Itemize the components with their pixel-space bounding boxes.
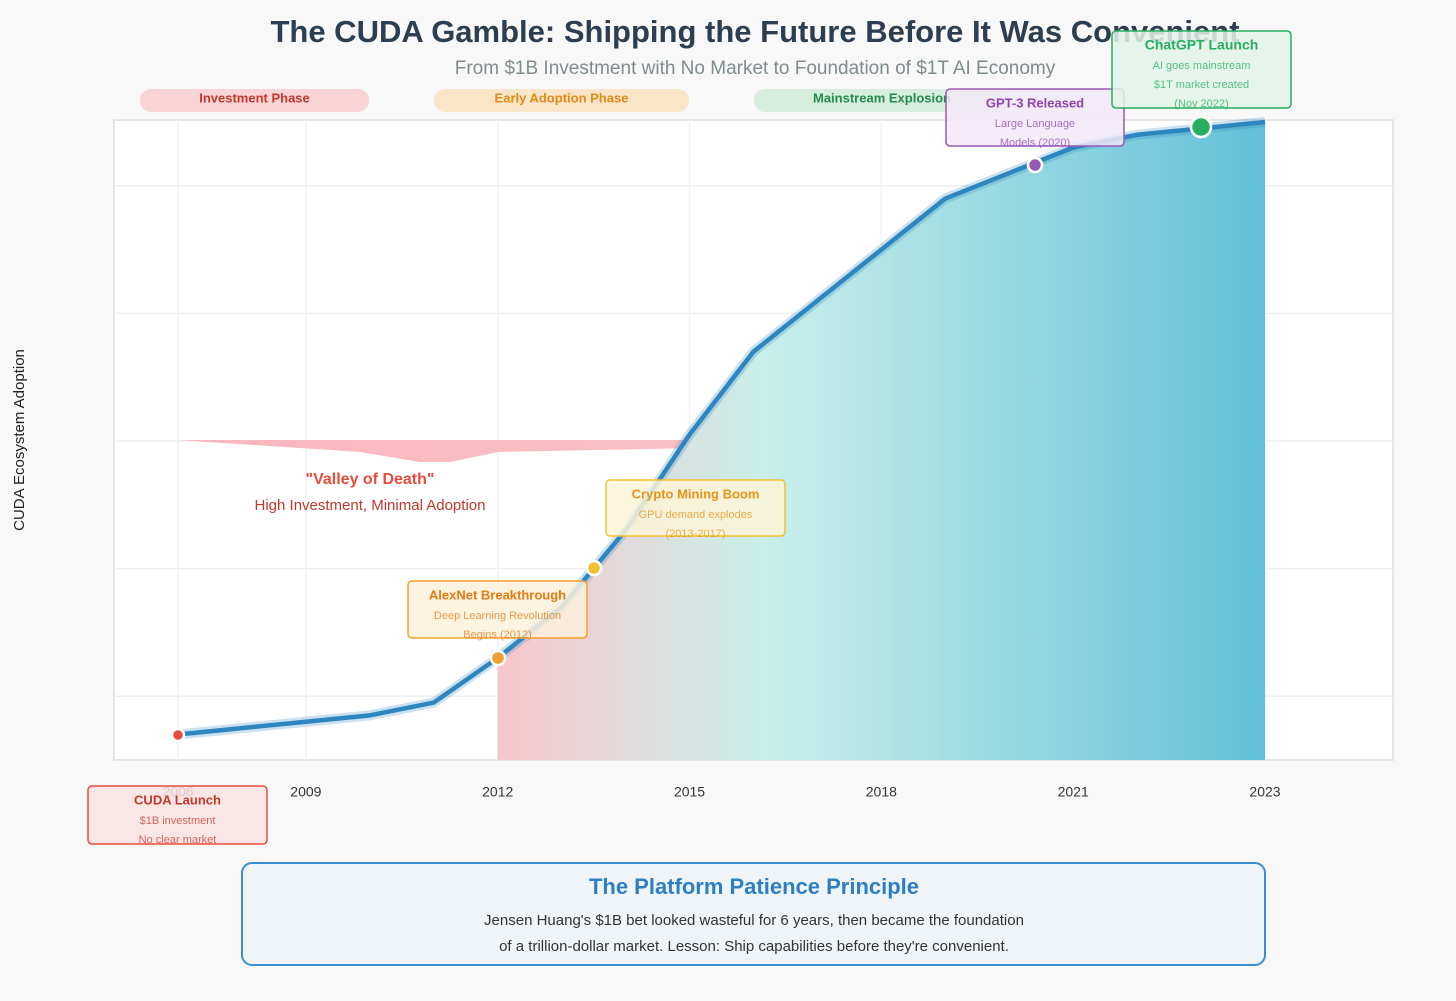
x-tick-label: 2009 bbox=[290, 784, 321, 800]
phase-label: Mainstream Explosion bbox=[813, 90, 951, 105]
annotation-box bbox=[407, 580, 588, 639]
area bbox=[497, 122, 1265, 760]
chart-title: The CUDA Gamble: Shipping the Future Bef… bbox=[270, 14, 1239, 49]
annotation-marker bbox=[170, 727, 186, 743]
annotation-marker bbox=[585, 559, 603, 577]
annotation-text: AI goes mainstream bbox=[1153, 60, 1251, 72]
phase-label: Early Adoption Phase bbox=[495, 90, 629, 105]
annotation-marker bbox=[1026, 156, 1044, 174]
annotation-title: CUDA Launch bbox=[134, 792, 221, 807]
annotation-text: Begins (2012) bbox=[463, 629, 532, 641]
x-tick-label: 2015 bbox=[674, 784, 705, 800]
x-tick-label: 2012 bbox=[482, 784, 513, 800]
annotation-title: AlexNet Breakthrough bbox=[429, 587, 566, 602]
annotation-text: Deep Learning Revolution bbox=[434, 610, 561, 622]
chart-subtitle: From $1B Investment with No Market to Fo… bbox=[455, 58, 1056, 79]
principle-title: The Platform Patience Principle bbox=[589, 874, 919, 899]
annotation-text: $1B investment bbox=[140, 815, 216, 827]
annotation-marker bbox=[1189, 115, 1213, 139]
x-tick-label: 2021 bbox=[1058, 784, 1089, 800]
valley-title: "Valley of Death" bbox=[306, 471, 435, 488]
annotation-text: GPU demand explodes bbox=[639, 509, 753, 521]
phase-pill bbox=[434, 89, 689, 112]
x-tick-label: 2023 bbox=[1249, 784, 1280, 800]
phase-label: Investment Phase bbox=[199, 90, 310, 105]
annotation-text: (Nov 2022) bbox=[1174, 98, 1228, 110]
annotation-box bbox=[1111, 30, 1292, 109]
annotation-marker bbox=[489, 649, 507, 667]
principle-text: of a trillion-dollar market. Lesson: Shi… bbox=[499, 938, 1009, 955]
y-axis-label: CUDA Ecosystem Adoption bbox=[11, 349, 28, 531]
annotation-box bbox=[945, 88, 1125, 147]
annotation-title: Crypto Mining Boom bbox=[632, 486, 760, 501]
annotation-text: $1T market created bbox=[1154, 79, 1249, 91]
annotation-title: ChatGPT Launch bbox=[1145, 37, 1259, 53]
annotation-text: Models (2020) bbox=[1000, 137, 1070, 149]
annotation-text: No clear market bbox=[139, 834, 217, 846]
phase-pill bbox=[140, 89, 369, 112]
annotation-text: (2013-2017) bbox=[666, 528, 726, 540]
x-tick-label: 2018 bbox=[866, 784, 897, 800]
principle-box bbox=[241, 862, 1266, 966]
annotation-text: Large Language bbox=[995, 118, 1075, 130]
principle-text: Jensen Huang's $1B bet looked wasteful f… bbox=[484, 912, 1024, 929]
annotation-box bbox=[605, 479, 786, 537]
annotation-title: GPT-3 Released bbox=[986, 95, 1084, 110]
valley-text: High Investment, Minimal Adoption bbox=[255, 497, 486, 514]
annotation-box bbox=[87, 785, 268, 845]
